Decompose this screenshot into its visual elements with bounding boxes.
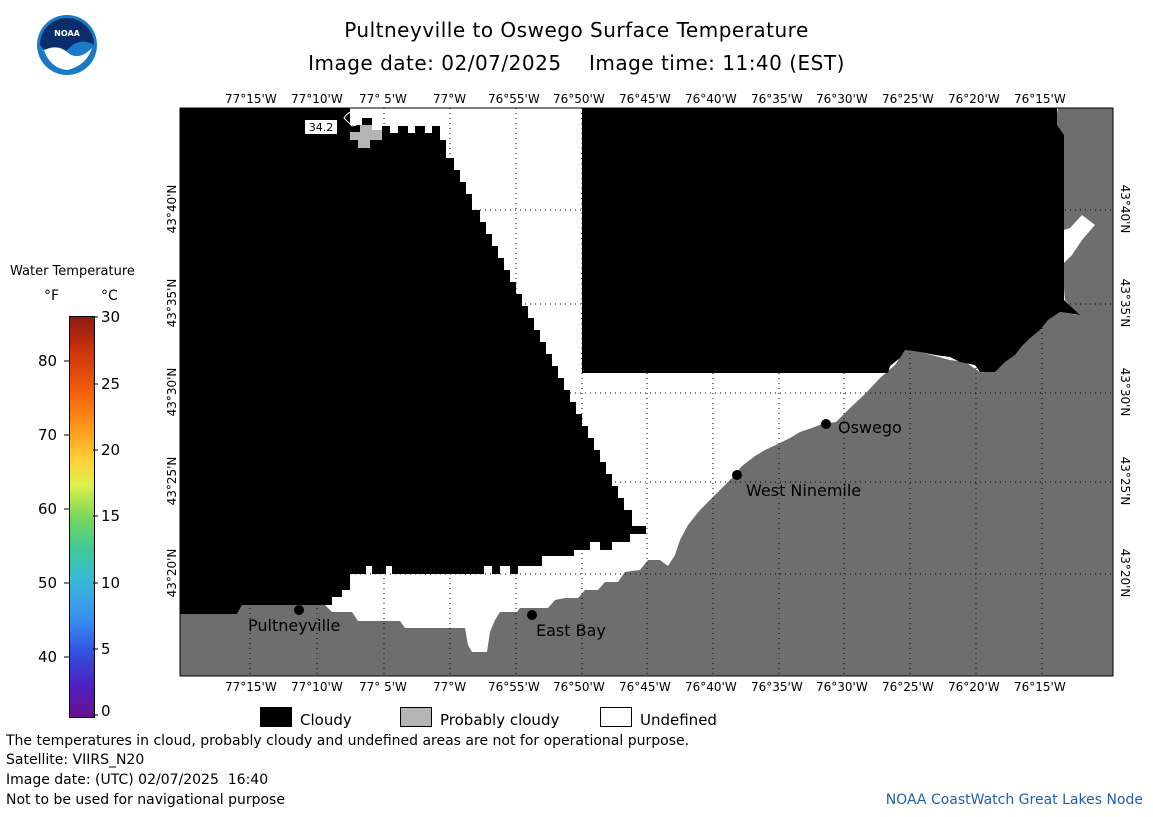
lon-label-top: 76°55'W xyxy=(488,92,540,106)
noaa-logo-text: NOAA xyxy=(54,29,80,38)
f-tick: 40 xyxy=(38,648,58,666)
lon-label-bottom: 76°30'W xyxy=(816,680,868,694)
lon-label-bottom: 76°35'W xyxy=(751,680,803,694)
lon-label-bottom: 76°50'W xyxy=(553,680,605,694)
lon-label-bottom: 77°10'W xyxy=(291,680,343,694)
lon-label-bottom: 76°15'W xyxy=(1014,680,1066,694)
lon-label-top: 77° 5'W xyxy=(359,92,407,106)
lon-label-bottom: 76°25'W xyxy=(882,680,934,694)
note-navigation: Not to be used for navigational purpose xyxy=(6,792,285,808)
lat-label-right: 43°40'N xyxy=(1118,184,1132,234)
lat-label-right: 43°35'N xyxy=(1118,278,1132,328)
lon-label-top: 76°45'W xyxy=(619,92,671,106)
lon-label-top: 76°15'W xyxy=(1014,92,1066,106)
land-south-shore xyxy=(180,108,1113,676)
f-tick: 50 xyxy=(38,574,58,592)
legend-swatch-probably-cloudy xyxy=(400,707,432,727)
lon-label-bottom: 77° 5'W xyxy=(359,680,407,694)
lon-label-top: 77°15'W xyxy=(225,92,277,106)
legend-swatch-cloudy xyxy=(260,707,292,727)
lat-label-right: 43°25'N xyxy=(1118,456,1132,506)
city-label-oswego: Oswego xyxy=(838,418,902,437)
credit-coastwatch: NOAA CoastWatch Great Lakes Node xyxy=(885,792,1143,808)
lon-label-top: 77°10'W xyxy=(291,92,343,106)
lat-label-left: 43°25'N xyxy=(165,456,179,506)
lon-label-top: 76°50'W xyxy=(553,92,605,106)
cloud-mass-west xyxy=(180,108,646,614)
lon-label-bottom: 77°W xyxy=(433,680,467,694)
unit-fahrenheit: °F xyxy=(44,288,60,304)
note-operational: The temperatures in cloud, probably clou… xyxy=(6,733,690,749)
water-temp-scale-title: Water Temperature xyxy=(10,264,135,279)
c-tick: 10 xyxy=(101,574,121,592)
c-tick: 25 xyxy=(101,375,121,393)
legend-label-cloudy: Cloudy xyxy=(300,711,352,729)
city-marker-east-bay xyxy=(527,610,537,620)
noaa-logo: NOAA xyxy=(36,14,98,76)
cloud-mass-east xyxy=(582,108,1080,373)
probably-cloudy-patch xyxy=(350,125,382,148)
temp-contour-label: 34.2 xyxy=(309,121,334,134)
lat-label-left: 43°30'N xyxy=(165,367,179,417)
city-label-east-bay: East Bay xyxy=(536,621,606,640)
f-tick: 70 xyxy=(38,426,58,444)
city-label-west-ninemile: West Ninemile xyxy=(746,481,862,500)
f-tick: 60 xyxy=(38,500,58,518)
lat-label-left: 43°20'N xyxy=(165,548,179,598)
city-marker-oswego xyxy=(821,419,831,429)
lon-label-bottom: 76°45'W xyxy=(619,680,671,694)
lat-label-right: 43°20'N xyxy=(1118,548,1132,598)
city-marker-west-ninemile xyxy=(732,470,742,480)
lon-label-top: 76°35'W xyxy=(751,92,803,106)
c-tick: 5 xyxy=(101,640,111,658)
c-tick: 30 xyxy=(101,308,121,326)
map-title: Pultneyville to Oswego Surface Temperatu… xyxy=(344,18,809,42)
city-label-pultneyville: Pultneyville xyxy=(248,616,341,635)
lon-label-bottom: 76°40'W xyxy=(685,680,737,694)
lat-label-left: 43°35'N xyxy=(165,278,179,328)
lon-label-top: 76°40'W xyxy=(685,92,737,106)
lat-label-left: 43°40'N xyxy=(165,184,179,234)
c-tick: 20 xyxy=(101,441,121,459)
graticule xyxy=(180,108,1113,676)
scale-ticks xyxy=(64,316,98,716)
legend-swatch-undefined xyxy=(600,707,632,727)
lon-label-top: 76°20'W xyxy=(948,92,1000,106)
lon-label-bottom: 76°55'W xyxy=(488,680,540,694)
unit-celsius: °C xyxy=(101,288,118,304)
legend-label-probably-cloudy: Probably cloudy xyxy=(440,711,560,729)
lon-label-top: 76°30'W xyxy=(816,92,868,106)
c-tick: 0 xyxy=(101,702,111,720)
note-utc-date: Image date: (UTC) 02/07/2025 16:40 xyxy=(6,772,269,788)
lon-label-top: 77°W xyxy=(433,92,467,106)
lon-label-top: 76°25'W xyxy=(882,92,934,106)
c-tick: 15 xyxy=(101,507,121,525)
temperature-color-bar xyxy=(69,316,95,718)
city-marker-pultneyville xyxy=(294,605,304,615)
legend-label-undefined: Undefined xyxy=(640,711,717,729)
lon-label-bottom: 76°20'W xyxy=(948,680,1000,694)
note-satellite: Satellite: VIIRS_N20 xyxy=(6,752,145,768)
lon-label-bottom: 77°15'W xyxy=(225,680,277,694)
lat-label-right: 43°30'N xyxy=(1118,367,1132,417)
f-tick: 80 xyxy=(38,352,58,370)
image-date-line: Image date: 02/07/2025 Image time: 11:40… xyxy=(308,51,845,75)
